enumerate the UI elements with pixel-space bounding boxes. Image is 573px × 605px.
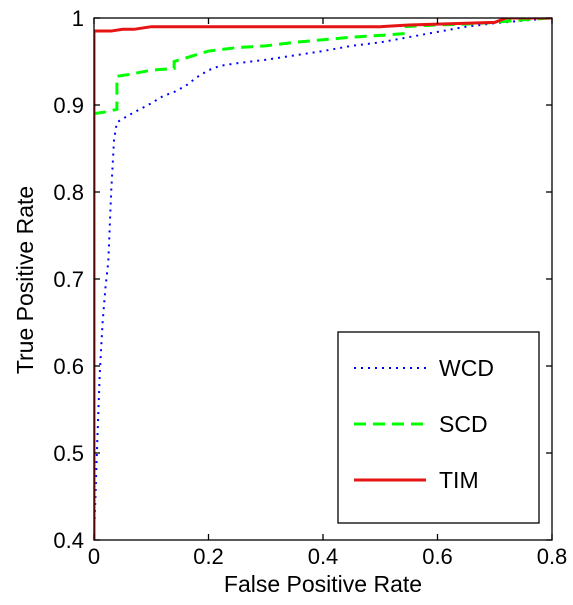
x-tick-label: 0.2 bbox=[193, 544, 224, 569]
series-line-wcd bbox=[94, 18, 552, 540]
legend: WCD SCD TIM bbox=[337, 331, 540, 524]
series-line-tim bbox=[94, 18, 552, 540]
x-axis-label: False Positive Rate bbox=[224, 571, 422, 597]
y-axis-label: True Positive Rate bbox=[12, 186, 38, 374]
y-tick-label: 0.7 bbox=[53, 267, 84, 292]
x-tick-label: 0.4 bbox=[308, 544, 339, 569]
series-line-scd bbox=[94, 18, 552, 116]
legend-label-tim: TIM bbox=[439, 467, 479, 493]
legend-label-wcd: WCD bbox=[439, 355, 494, 381]
axes-layer: 0 0.2 0.4 0.6 0.8 0.4 0.5 0.6 0.7 0.8 0.9 1 bbox=[53, 6, 567, 569]
plot-layer bbox=[94, 18, 552, 540]
x-tick-label: 0.8 bbox=[537, 544, 568, 569]
y-tick-label: 0.4 bbox=[53, 528, 84, 553]
y-tick-label: 0.8 bbox=[53, 180, 84, 205]
y-tick-label: 0.6 bbox=[53, 354, 84, 379]
y-tick-label: 1 bbox=[72, 6, 84, 31]
x-tick-label: 0 bbox=[88, 544, 100, 569]
y-tick-label: 0.9 bbox=[53, 93, 84, 118]
legend-label-scd: SCD bbox=[439, 411, 488, 437]
x-tick-label: 0.6 bbox=[422, 544, 453, 569]
legend-box bbox=[337, 331, 540, 524]
y-tick-label: 0.5 bbox=[53, 441, 84, 466]
